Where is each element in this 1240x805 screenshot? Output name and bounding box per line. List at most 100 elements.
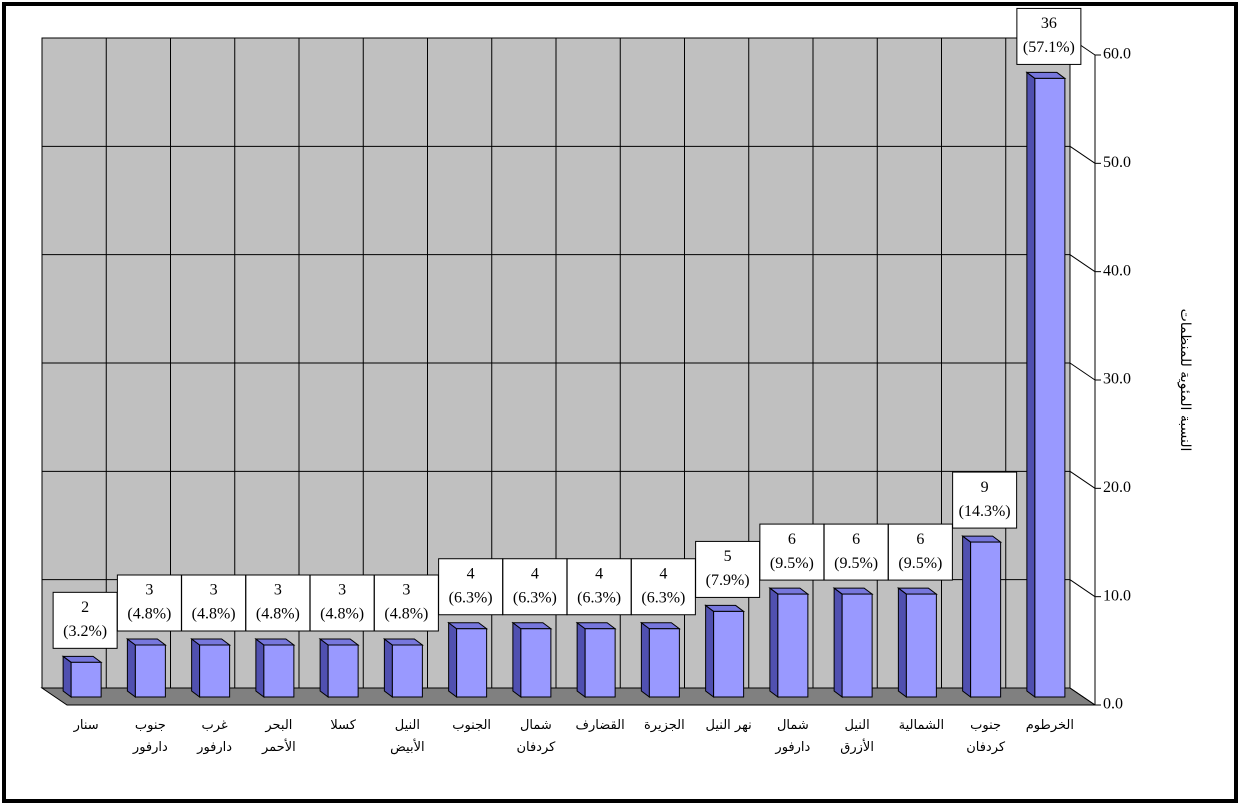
bar: [199, 644, 231, 698]
bar: [1034, 77, 1066, 698]
data-label-box: [887, 523, 953, 581]
data-label-count: 3: [402, 582, 410, 599]
data-label-count: 3: [145, 582, 153, 599]
data-label-count: 3: [338, 582, 346, 599]
data-label-box: [181, 574, 247, 632]
bar: [777, 593, 809, 698]
bar-side: [576, 621, 586, 698]
wall-edge: [1069, 145, 1096, 164]
bar-side: [897, 587, 907, 698]
data-label-count: 9: [981, 479, 989, 496]
x-tick-label: الجنوب: [452, 718, 492, 733]
y-tick-label: 40.0: [1103, 262, 1131, 279]
bar-side: [62, 655, 72, 698]
bar-side: [191, 638, 201, 698]
bar-side: [126, 638, 136, 698]
bar-side: [640, 621, 650, 698]
x-tick-label: كسلا: [330, 718, 356, 733]
data-label-count: 6: [852, 531, 860, 548]
wall-edge: [1069, 362, 1096, 381]
x-tick-label: جنوب دارفور: [132, 718, 168, 755]
data-label-box: [759, 523, 825, 581]
x-tick-label: نهر النيل: [705, 718, 752, 733]
x-tick-label: القضارف: [575, 718, 625, 733]
data-label-count: 6: [916, 531, 924, 548]
data-label: (4.8%): [384, 606, 428, 623]
y-axis-title: النسبة المئوية للمنظمات: [1177, 309, 1193, 452]
y-tick-label: 30.0: [1103, 371, 1131, 388]
data-label-count: 5: [724, 548, 732, 565]
bar: [327, 644, 359, 698]
y-tick-label: 60.0: [1103, 46, 1131, 63]
x-tick-label: شمال دارفور: [775, 718, 811, 755]
data-label-count: 36: [1041, 15, 1057, 32]
data-label: (9.5%): [834, 555, 878, 572]
bar: [905, 593, 937, 698]
bar-side: [512, 621, 522, 698]
data-label-count: 4: [467, 565, 475, 582]
data-label-count: 3: [210, 582, 218, 599]
y-tick-label: 20.0: [1103, 479, 1131, 496]
x-tick-label: النيل الأبيض: [390, 718, 425, 755]
wall-edge: [1069, 579, 1096, 598]
data-label-count: 4: [531, 565, 539, 582]
bar-side: [769, 587, 779, 698]
bar-side: [833, 587, 843, 698]
bar-side: [705, 604, 715, 698]
data-label-box: [952, 471, 1018, 529]
data-label-box: [52, 591, 118, 649]
y-tick-label: 10.0: [1103, 587, 1131, 604]
bar-side: [1026, 71, 1036, 698]
data-label-box: [1016, 7, 1082, 65]
data-label-count: 4: [595, 565, 603, 582]
x-tick-label: البحر الأحمر: [261, 718, 296, 755]
data-label-box: [630, 558, 696, 616]
bar: [134, 644, 166, 698]
x-tick-label: شمال كردفان: [516, 718, 556, 755]
data-label: (57.1%): [1023, 39, 1075, 56]
x-tick-label: النيل الأزرق: [840, 718, 874, 755]
data-label: (9.5%): [770, 555, 814, 572]
data-label: (6.3%): [641, 589, 685, 606]
bar-side: [448, 621, 458, 698]
data-label-box: [245, 574, 311, 632]
wall-edge: [1069, 470, 1096, 489]
bar: [648, 628, 680, 698]
bar: [70, 661, 102, 698]
data-label: (6.3%): [513, 589, 557, 606]
bar: [520, 628, 552, 698]
x-tick-label: الجزيرة: [644, 718, 685, 733]
bar: [970, 541, 1002, 698]
data-label: (3.2%): [63, 623, 107, 640]
x-tick-label: غرب دارفور: [197, 718, 233, 755]
data-label: (6.3%): [577, 589, 621, 606]
data-label: (4.8%): [192, 606, 236, 623]
bar: [841, 593, 873, 698]
bar: [391, 644, 423, 698]
y-tick-label: 0.0: [1103, 696, 1123, 713]
bar: [713, 610, 745, 698]
bar-side: [383, 638, 393, 698]
bar: [584, 628, 616, 698]
bar: [456, 628, 488, 698]
data-label: (14.3%): [959, 503, 1011, 520]
data-label: (9.5%): [898, 555, 942, 572]
data-label: (4.8%): [127, 606, 171, 623]
wall-edge: [1069, 254, 1096, 273]
data-label-box: [695, 540, 761, 598]
y-tick-label: 50.0: [1103, 154, 1131, 171]
data-label-count: 2: [81, 599, 89, 616]
x-tick-label: الخرطوم: [1025, 718, 1074, 733]
data-label: (7.9%): [706, 572, 750, 589]
x-tick-label: الشمالية: [898, 718, 945, 733]
data-label: (4.8%): [256, 606, 300, 623]
data-label-box: [438, 558, 504, 616]
data-label-box: [309, 574, 375, 632]
x-tick-label: سنار: [73, 718, 99, 733]
data-label-count: 3: [274, 582, 282, 599]
wall-edge: [1069, 687, 1096, 706]
bar-side: [319, 638, 329, 698]
